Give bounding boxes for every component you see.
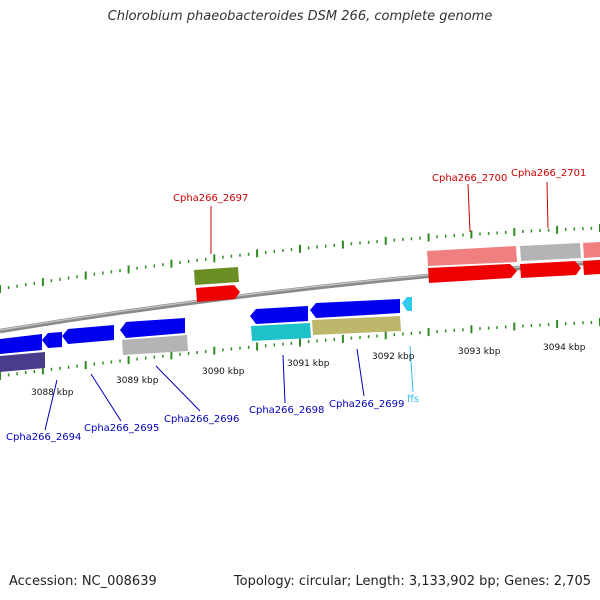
gene-arrow-cpha266-2695-a[interactable] <box>42 332 62 348</box>
feature-label[interactable]: Cpha266_2699 <box>329 399 404 410</box>
gene-band-cpha266-2698[interactable] <box>251 323 311 341</box>
scale-label: 3088 kbp <box>31 388 74 398</box>
feature-label[interactable]: Cpha266_2700 <box>432 173 507 184</box>
connector-cpha266-2700 <box>467 183 471 233</box>
connector-cpha266-2699 <box>356 348 365 397</box>
scale-label: 3092 kbp <box>372 352 415 362</box>
connector-cpha266-2701 <box>546 181 549 229</box>
gene-arrow-cpha266-2699[interactable] <box>310 299 400 318</box>
feature-label[interactable]: Cpha266_2695 <box>84 423 159 434</box>
feature-label[interactable]: ffs <box>407 394 419 405</box>
genome-backbone <box>0 259 600 334</box>
gene-band-cpha266-2699[interactable] <box>312 316 401 335</box>
gene-arrow-cpha266-2701-band[interactable] <box>520 243 581 261</box>
feature-label[interactable]: Cpha266_2696 <box>164 414 239 425</box>
gene-arrow-cpha266-2697-band[interactable] <box>194 267 239 285</box>
gene-arrow-ffs[interactable] <box>402 297 412 311</box>
feature-label[interactable]: Cpha266_2698 <box>249 405 324 416</box>
connector-cpha266-2696 <box>155 365 201 412</box>
connector-cpha266-2698 <box>282 354 286 404</box>
gene-arrow-next[interactable] <box>583 260 600 275</box>
connector-ffs <box>409 345 414 393</box>
gene-arrow-cpha266-2694[interactable] <box>0 334 42 354</box>
gene-arrow-cpha266-2696[interactable] <box>120 318 185 338</box>
gene-band-cpha266-2696[interactable] <box>122 335 188 355</box>
gene-arrow-cpha266-2695[interactable] <box>62 325 114 344</box>
lower-tick-track <box>0 318 600 380</box>
scale-label: 3089 kbp <box>116 376 159 386</box>
gene-arrow-cpha266-2700[interactable] <box>428 264 517 283</box>
feature-label[interactable]: Cpha266_2697 <box>173 193 248 204</box>
gene-arrow-cpha266-2700-band[interactable] <box>427 246 517 266</box>
connector-cpha266-2695 <box>90 373 122 422</box>
topology-summary: Topology: circular; Length: 3,133,902 bp… <box>233 574 591 589</box>
connector-cpha266-2694 <box>44 379 58 431</box>
gene-arrow-cpha266-2698[interactable] <box>250 306 308 324</box>
genome-backbone-highlight <box>0 260 600 331</box>
gene-band-cpha266-2694[interactable] <box>0 352 45 372</box>
gene-arrow-cpha266-2701[interactable] <box>520 261 581 278</box>
feature-label[interactable]: Cpha266_2694 <box>6 432 81 443</box>
gene-arrow-cpha266-2697[interactable] <box>196 285 240 302</box>
map-title: Chlorobium phaeobacteroides DSM 266, com… <box>107 9 493 24</box>
accession-text: Accession: NC_008639 <box>9 574 157 589</box>
scale-label: 3094 kbp <box>543 343 586 353</box>
feature-label[interactable]: Cpha266_2701 <box>511 168 586 179</box>
scale-label: 3091 kbp <box>287 359 330 369</box>
upper-tick-track <box>0 224 600 293</box>
scale-label: 3093 kbp <box>458 347 501 357</box>
gene-arrow-next-band[interactable] <box>583 242 600 258</box>
scale-label: 3090 kbp <box>202 367 245 377</box>
